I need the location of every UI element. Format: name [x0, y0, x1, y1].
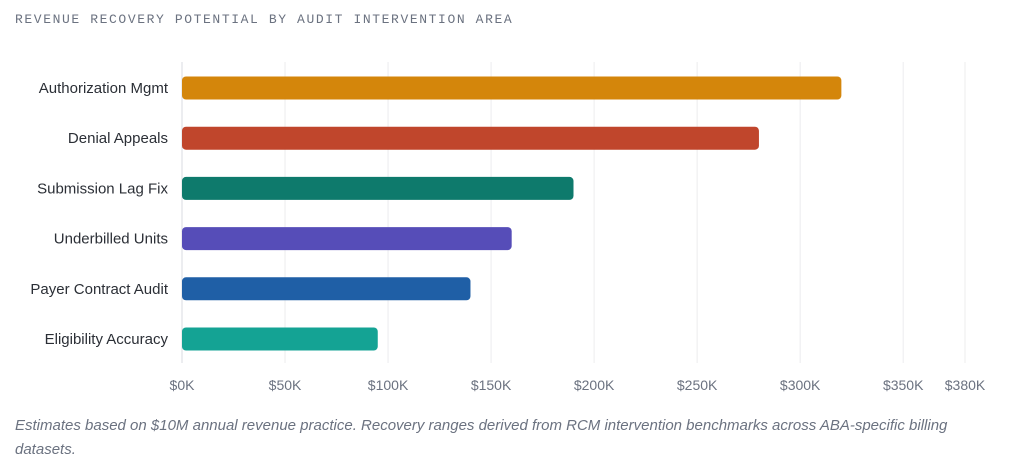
x-tick-label: $200K: [574, 377, 615, 393]
x-tick-label: $100K: [368, 377, 409, 393]
category-label: Authorization Mgmt: [39, 80, 169, 97]
footnote: Estimates based on $10M annual revenue p…: [15, 417, 948, 458]
bar-chart: Authorization Mgmt Denial Appeals Submissi…: [30, 62, 986, 393]
category-label: Eligibility Accuracy: [45, 331, 169, 348]
bar-submission-lag-fix: [182, 176, 574, 200]
category-label: Denial Appeals: [68, 130, 168, 147]
x-tick-label: $380K: [945, 377, 986, 393]
bar-eligibility-accuracy: [182, 327, 378, 351]
bar-authorization-mgmt: [182, 76, 842, 100]
chart-title: REVENUE RECOVERY POTENTIAL BY AUDIT INTE…: [15, 12, 514, 27]
category-label: Payer Contract Audit: [30, 281, 168, 298]
bar-denial-appeals: [182, 126, 759, 150]
bar-payer-contract-audit: [182, 277, 471, 301]
category-label: Submission Lag Fix: [37, 180, 168, 197]
x-tick-label: $50K: [269, 377, 302, 393]
x-tick-label: $150K: [471, 377, 512, 393]
bar-underbilled-units: [182, 227, 512, 251]
x-tick-label: $300K: [780, 377, 821, 393]
bars: [182, 76, 842, 351]
gridlines: [181, 62, 966, 363]
x-tick-label: $250K: [677, 377, 718, 393]
category-label: Underbilled Units: [54, 231, 168, 248]
category-labels: Authorization Mgmt Denial Appeals Submissi…: [30, 80, 168, 348]
x-tick-label: $350K: [883, 377, 924, 393]
x-axis-tick-labels: $0K $50K $100K $150K $200K $250K $300K $350K $38…: [170, 377, 986, 393]
x-tick-label: $0K: [170, 377, 196, 393]
